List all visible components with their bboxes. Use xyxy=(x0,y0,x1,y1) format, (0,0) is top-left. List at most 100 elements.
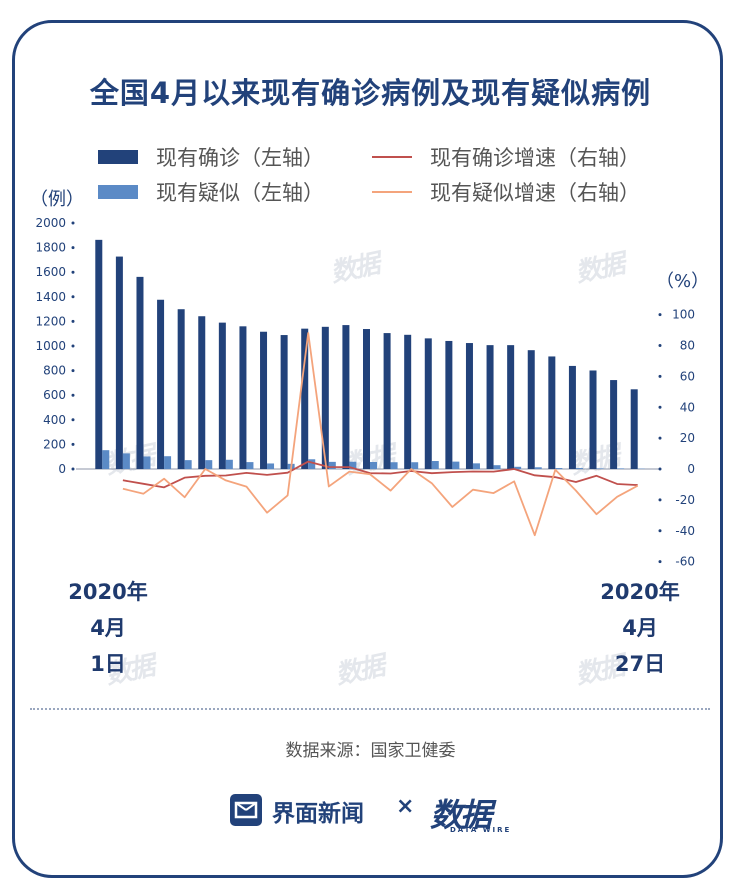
right-axis-unit: （%） xyxy=(656,271,710,292)
bar-confirmed xyxy=(527,350,535,469)
bar-confirmed xyxy=(363,329,370,469)
times-sign: × xyxy=(396,794,415,819)
bar-suspected xyxy=(308,459,316,469)
bar-confirmed xyxy=(589,370,597,469)
left-axis-tick-label: 600 xyxy=(43,388,66,402)
bar-confirmed xyxy=(321,326,329,469)
bar-suspected xyxy=(122,453,130,469)
date-start: 2020年 4月 1日 xyxy=(58,574,158,682)
data-wire-logo: 数据 xyxy=(430,796,492,834)
right-axis-tick-label: 100 xyxy=(672,308,695,322)
legend-label: 现有疑似（左轴） xyxy=(156,181,324,205)
left-axis-tick-label: 1600 xyxy=(35,265,66,279)
bar-suspected xyxy=(370,461,377,469)
legend-swatch-confirmed xyxy=(98,150,138,164)
bar-confirmed xyxy=(218,322,226,469)
card-frame xyxy=(12,20,723,878)
left-axis-tick-label: 1200 xyxy=(35,314,66,328)
legend-line-suspected-growth xyxy=(372,191,412,193)
bar-confirmed xyxy=(239,326,247,469)
bar-confirmed xyxy=(507,345,515,469)
bar-confirmed xyxy=(424,338,432,469)
bar-suspected xyxy=(411,462,419,469)
right-axis-tick-label: -20 xyxy=(675,493,695,507)
bar-confirmed xyxy=(568,365,576,469)
bar-suspected xyxy=(390,462,398,469)
bar-confirmed xyxy=(465,343,473,469)
bar-confirmed xyxy=(610,380,618,469)
bar-suspected xyxy=(555,468,563,469)
bar-suspected xyxy=(617,468,625,469)
left-axis-tick-label: 1000 xyxy=(35,339,66,353)
bar-confirmed xyxy=(95,239,103,469)
bar-suspected xyxy=(514,466,522,469)
bar-suspected xyxy=(431,461,439,469)
bar-suspected xyxy=(205,460,213,469)
bar-suspected xyxy=(267,463,275,469)
bar-suspected xyxy=(596,468,604,469)
data-wire-logo-sub: DATA WIRE xyxy=(450,826,512,834)
left-axis-tick-mark xyxy=(71,344,75,348)
date-end: 2020年 4月 27日 xyxy=(590,574,690,682)
legend-label: 现有确诊（左轴） xyxy=(156,146,324,170)
left-axis-tick-mark xyxy=(71,221,75,225)
bar-confirmed xyxy=(280,335,288,469)
bar-confirmed xyxy=(445,340,453,469)
legend-swatch-suspected xyxy=(98,185,138,199)
left-axis-tick-mark xyxy=(71,418,75,422)
bar-suspected xyxy=(575,468,583,469)
legend-item-confirmed: 现有确诊（左轴） xyxy=(98,142,324,172)
legend-line-confirmed-growth xyxy=(372,156,412,158)
left-axis-tick-label: 0 xyxy=(58,462,66,476)
left-axis-tick-label: 800 xyxy=(43,364,66,378)
bar-suspected xyxy=(184,460,192,469)
left-axis-tick-label: 1800 xyxy=(35,241,66,255)
legend-item-suspected: 现有疑似（左轴） xyxy=(98,177,324,207)
date-end-year: 2020年 xyxy=(600,580,680,604)
left-axis-tick-mark xyxy=(71,319,75,323)
bar-suspected xyxy=(472,463,480,469)
right-axis-tick-mark xyxy=(658,405,662,409)
bar-suspected xyxy=(164,456,172,469)
bar-confirmed xyxy=(198,316,206,469)
legend-label: 现有确诊增速（右轴） xyxy=(430,146,640,170)
bar-suspected xyxy=(349,461,357,469)
right-axis-tick-mark xyxy=(658,313,662,317)
bar-suspected xyxy=(102,450,110,469)
bar-confirmed xyxy=(115,256,123,469)
right-axis-tick-label: -60 xyxy=(675,555,695,569)
right-axis-tick-mark xyxy=(658,560,662,564)
right-axis-tick-label: 20 xyxy=(680,431,695,445)
bar-confirmed xyxy=(260,331,268,469)
date-end-month: 4月 xyxy=(622,616,658,640)
left-axis-tick-mark xyxy=(71,393,75,397)
bar-confirmed xyxy=(630,389,638,469)
bar-confirmed xyxy=(486,345,494,469)
date-start-month: 4月 xyxy=(90,616,126,640)
bar-suspected xyxy=(328,461,336,469)
left-axis-tick-label: 200 xyxy=(43,437,66,451)
left-axis-unit: （例） xyxy=(30,189,84,210)
legend-label: 现有疑似增速（右轴） xyxy=(430,181,640,205)
bar-confirmed xyxy=(383,333,391,469)
left-axis-tick-mark xyxy=(71,369,75,373)
bar-suspected xyxy=(452,461,460,469)
left-axis-tick-mark xyxy=(71,442,75,446)
left-axis-tick-mark xyxy=(71,295,75,299)
right-axis-tick-mark xyxy=(658,374,662,378)
left-axis-tick-mark xyxy=(71,246,75,250)
bar-suspected xyxy=(493,465,501,469)
footer: 界面新闻 × 数据 DATA WIRE xyxy=(0,790,741,834)
left-axis-tick-label: 1400 xyxy=(35,290,66,304)
bar-confirmed xyxy=(548,356,556,469)
left-axis-tick-mark xyxy=(71,270,75,274)
divider xyxy=(30,708,710,710)
right-axis-tick-label: 0 xyxy=(687,462,695,476)
brand-name: 界面新闻 xyxy=(272,801,364,827)
bar-suspected xyxy=(246,462,254,469)
right-axis-tick-label: 80 xyxy=(680,339,695,353)
right-axis-tick-mark xyxy=(658,467,662,471)
left-axis-tick-mark xyxy=(71,467,75,471)
bar-confirmed xyxy=(342,325,350,469)
right-axis-tick-label: 60 xyxy=(680,369,695,383)
